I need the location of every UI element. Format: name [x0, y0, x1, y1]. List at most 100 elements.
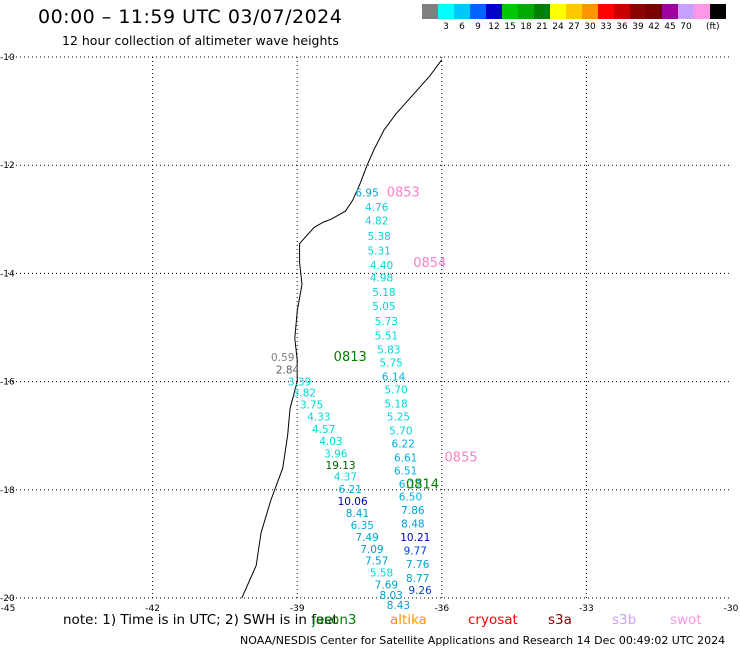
wave-height-value: 6.50 — [399, 492, 422, 504]
lon-tick-label: -39 — [290, 604, 305, 614]
color-legend: 3 6 9 12 15 18 21 24 27 30 33 36 39 42 45 70 (ft) — [422, 4, 728, 36]
legend-label: 15 — [504, 22, 516, 32]
map-title: 00:00 – 11:59 UTC 03/07/2024 — [38, 6, 343, 28]
legend-label: 30 — [584, 22, 596, 32]
legend-swatch — [518, 4, 534, 19]
map-subtitle: 12 hour collection of altimeter wave hei… — [62, 33, 339, 48]
wave-height-value: 6.21 — [339, 484, 362, 496]
satellite-label: jason3 — [312, 612, 357, 628]
legend-label: 3 — [443, 22, 449, 32]
wave-height-value: 3.39 — [288, 376, 311, 388]
lon-tick-label: -42 — [145, 604, 160, 614]
wave-height-value: 6.51 — [394, 466, 417, 478]
wave-height-value: 8.48 — [401, 519, 424, 531]
legend-label: 33 — [600, 22, 612, 32]
wave-height-value: 5.31 — [367, 245, 390, 257]
wave-height-value: 4.98 — [370, 273, 393, 285]
legend-swatch — [582, 4, 598, 19]
wave-height-value: 10.06 — [338, 496, 368, 508]
legend-swatch — [454, 4, 470, 19]
legend-label: 24 — [552, 22, 564, 32]
legend-swatch — [614, 4, 630, 19]
legend-swatch — [438, 4, 454, 19]
wave-height-value: 6.12 — [399, 479, 422, 491]
wave-height-value: 6.22 — [392, 439, 415, 451]
wave-height-value: 8.77 — [406, 573, 429, 585]
wave-height-value: 7.49 — [355, 532, 378, 544]
lon-tick-label: -30 — [724, 604, 739, 614]
satellite-label: s3a — [548, 612, 572, 628]
legend-swatch — [630, 4, 646, 19]
lat-tick-label: -14 — [0, 269, 15, 279]
pass-time-label: 0814 — [406, 478, 439, 493]
wave-height-value: 5.75 — [379, 357, 402, 369]
legend-swatch — [694, 4, 710, 19]
wave-height-value: 3.96 — [324, 448, 348, 460]
satellite-label: s3b — [612, 612, 637, 628]
satellite-label: swot — [670, 612, 702, 628]
legend-label: 45 — [664, 22, 676, 32]
wave-height-value: 5.51 — [375, 330, 398, 342]
wave-height-value: 6.61 — [394, 453, 417, 465]
legend-swatch — [470, 4, 486, 19]
legend-swatch — [646, 4, 662, 19]
wave-height-value: 8.43 — [387, 600, 410, 612]
lon-tick-label: -33 — [579, 604, 594, 614]
wave-height-value: 9.77 — [404, 546, 427, 558]
legend-label: 27 — [568, 22, 580, 32]
wave-height-value: 5.83 — [377, 344, 400, 356]
wave-height-value: 5.70 — [389, 426, 412, 438]
coastline — [241, 59, 443, 599]
legend-label: 42 — [648, 22, 660, 32]
legend-label: 36 — [616, 22, 628, 32]
pass-time-label: 0813 — [334, 350, 367, 365]
legend-swatch — [566, 4, 582, 19]
pass-time-label: 0853 — [387, 186, 420, 201]
wave-height-value: 4.37 — [334, 472, 357, 484]
wave-height-value: 4.03 — [319, 436, 342, 448]
satellite-label: altika — [390, 612, 427, 628]
wave-height-value: 7.57 — [365, 555, 388, 567]
legend-label: 70 — [680, 22, 692, 32]
lat-tick-label: -12 — [0, 161, 15, 171]
legend-label: 9 — [475, 22, 481, 32]
legend-swatch — [486, 4, 502, 19]
wave-height-value: 3.75 — [300, 400, 323, 412]
wave-height-value: 5.18 — [384, 399, 407, 411]
wave-height-value: 5.38 — [367, 231, 390, 243]
legend-swatch — [598, 4, 614, 19]
wave-height-value: 7.09 — [360, 544, 383, 556]
legend-swatch — [678, 4, 694, 19]
pass-time-label: 0854 — [413, 256, 446, 271]
wave-height-value: 4.76 — [365, 202, 389, 214]
wave-height-value: 7.76 — [406, 559, 430, 571]
lat-tick-label: -20 — [0, 594, 15, 604]
pass-time-label: 0855 — [445, 451, 478, 466]
wave-height-value: 3.82 — [293, 388, 316, 400]
wave-height-value: 2.84 — [276, 364, 300, 376]
legend-swatch — [422, 4, 438, 19]
legend-label: 39 — [632, 22, 644, 32]
legend-label: 18 — [520, 22, 532, 32]
wave-height-value: 4.40 — [370, 260, 393, 272]
wave-height-value: 4.82 — [365, 216, 388, 228]
wave-height-value: 5.70 — [384, 385, 407, 397]
legend-swatch — [534, 4, 550, 19]
wave-height-value: 5.73 — [375, 316, 398, 328]
legend-swatch — [710, 4, 726, 19]
footer-note: note: 1) Time is in UTC; 2) SWH is in fe… — [63, 612, 338, 628]
lat-tick-label: -18 — [0, 486, 15, 496]
wave-height-value: 4.57 — [312, 424, 335, 436]
wave-height-value: 6.35 — [351, 520, 374, 532]
satellite-label: cryosat — [468, 612, 518, 628]
legend-label: 21 — [536, 22, 548, 32]
wave-height-value: 0.59 — [271, 352, 294, 364]
wave-height-value: 5.58 — [370, 567, 393, 579]
wave-height-value: 19.13 — [326, 460, 356, 472]
wave-height-value: 5.18 — [372, 287, 395, 299]
footer-credit: NOAA/NESDIS Center for Satellite Applica… — [240, 634, 726, 647]
wave-height-value: 7.69 — [375, 579, 398, 591]
lon-tick-label: -45 — [1, 604, 16, 614]
lat-tick-label: -10 — [0, 53, 15, 63]
